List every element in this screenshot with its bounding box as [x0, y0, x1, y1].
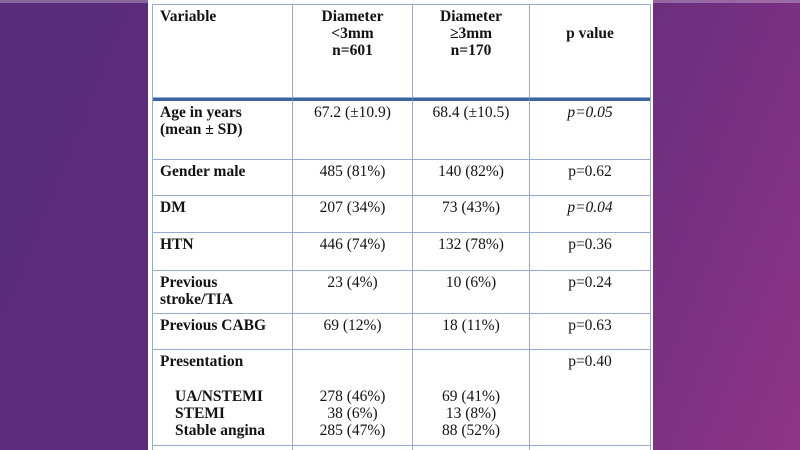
- header-variable: Variable: [153, 5, 293, 98]
- value-cell-ge3mm: 69 (41%) 13 (8%) 88 (52%): [413, 350, 530, 446]
- header-p-value: p value: [530, 5, 650, 98]
- table-header-row: Variable Diameter <3mm n=601 Diameter ≥3…: [153, 5, 650, 98]
- variable-cell: HTN: [153, 233, 293, 271]
- p-value-cell: p=0.24: [530, 271, 650, 314]
- variable-cell: Previous stroke/TIA: [153, 271, 293, 314]
- p-value-cell: p=0.40: [530, 350, 650, 446]
- value-cell-lt3mm: 446 (74%): [293, 233, 413, 271]
- value-cell-ge3mm: 73 (43%): [413, 196, 530, 233]
- p-value-cell: p=0.05: [530, 98, 650, 160]
- sub-row-label: STEMI: [175, 405, 225, 422]
- value-cell-lt3mm: 67.2 (±10.9): [293, 98, 413, 160]
- header-p-value-label: p value: [566, 25, 614, 42]
- variable-cell: Presentation UA/NSTEMI STEMI Stable angi…: [153, 350, 293, 446]
- header-variable-label: Variable: [160, 8, 217, 25]
- value-cell-ge3mm: 18 (11%): [413, 314, 530, 350]
- value-cell-lt3mm: 69 (12%): [293, 314, 413, 350]
- presentation-label: Presentation: [160, 353, 244, 370]
- header-diameter-lt3mm: Diameter <3mm n=601: [293, 5, 413, 98]
- table-row-previous-cabg: Previous CABG 69 (12%) 18 (11%) p=0.63: [153, 314, 650, 350]
- value-cell-ge3mm: 132 (78%): [413, 233, 530, 271]
- table-panel: Variable Diameter <3mm n=601 Diameter ≥3…: [148, 0, 653, 450]
- table-row-dm: DM 207 (34%) 73 (43%) p=0.04: [153, 196, 650, 233]
- sub-row-label: Stable angina: [175, 422, 266, 439]
- table-row-age: Age in years (mean ± SD) 67.2 (±10.9) 68…: [153, 98, 650, 160]
- variable-cell: Previous CABG: [153, 314, 293, 350]
- value-cell-lt3mm: 278 (46%) 38 (6%) 285 (47%): [293, 350, 413, 446]
- value-cell-lt3mm: 207 (34%): [293, 196, 413, 233]
- p-value-cell: p=0.63: [530, 314, 650, 350]
- p-value-cell: p=0.04: [530, 196, 650, 233]
- value-cell-ge3mm: 140 (82%): [413, 160, 530, 196]
- value-cell-lt3mm: 485 (81%): [293, 160, 413, 196]
- variable-cell: Gender male: [153, 160, 293, 196]
- sub-row-label: UA/NSTEMI: [175, 388, 263, 405]
- value-cell-ge3mm: 10 (6%): [413, 271, 530, 314]
- p-value-cell: p=0.36: [530, 233, 650, 271]
- table-row-clipped: [153, 446, 650, 450]
- table-row-gender-male: Gender male 485 (81%) 140 (82%) p=0.62: [153, 160, 650, 196]
- variable-cell: Age in years (mean ± SD): [153, 98, 293, 160]
- table-row-presentation: Presentation UA/NSTEMI STEMI Stable angi…: [153, 350, 650, 446]
- p-value-cell: p=0.62: [530, 160, 650, 196]
- table-row-previous-stroke-tia: Previous stroke/TIA 23 (4%) 10 (6%) p=0.…: [153, 271, 650, 314]
- value-cell-lt3mm: 23 (4%): [293, 271, 413, 314]
- variable-cell: DM: [153, 196, 293, 233]
- baseline-characteristics-table: Variable Diameter <3mm n=601 Diameter ≥3…: [152, 4, 651, 450]
- header-diameter-ge3mm: Diameter ≥3mm n=170: [413, 5, 530, 98]
- value-cell-ge3mm: 68.4 (±10.5): [413, 98, 530, 160]
- table-row-htn: HTN 446 (74%) 132 (78%) p=0.36: [153, 233, 650, 271]
